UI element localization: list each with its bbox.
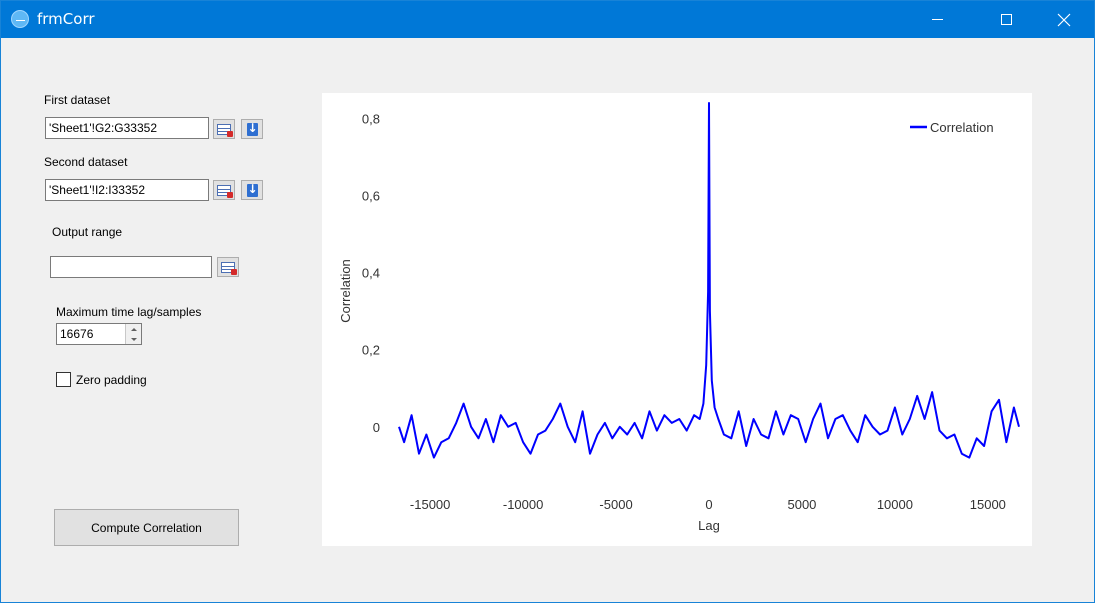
legend-label: Correlation xyxy=(930,120,994,135)
y-tick-label: 0,4 xyxy=(362,266,380,281)
title-bar[interactable]: frmCorr xyxy=(1,1,1094,38)
x-tick-label: -10000 xyxy=(503,497,543,512)
second-dataset-range-button[interactable] xyxy=(213,180,235,200)
second-dataset-label: Second dataset xyxy=(44,155,127,169)
max-lag-label: Maximum time lag/samples xyxy=(56,305,201,319)
y-tick-label: 0,2 xyxy=(362,343,380,358)
sheet-range-icon xyxy=(221,262,235,273)
zero-padding-checkbox[interactable] xyxy=(56,372,71,387)
sheet-range-icon xyxy=(217,124,231,135)
x-tick-label: 10000 xyxy=(877,497,913,512)
chart-svg: -15000 -10000 -5000 0 5000 10000 15000 0 0,2 0,4 0… xyxy=(322,93,1032,546)
output-range-button[interactable] xyxy=(217,257,239,277)
spin-up-icon[interactable] xyxy=(126,324,141,334)
x-tick-label: 5000 xyxy=(787,497,816,512)
window-title: frmCorr xyxy=(37,10,95,28)
arrow-down-icon xyxy=(247,123,258,136)
max-lag-spinner[interactable] xyxy=(125,324,141,344)
first-dataset-range-button[interactable] xyxy=(213,119,235,139)
x-tick-label: 0 xyxy=(705,497,712,512)
maximize-icon xyxy=(1001,14,1012,25)
minimize-button[interactable] xyxy=(914,1,960,38)
minimize-icon xyxy=(932,19,943,20)
zero-padding-label: Zero padding xyxy=(76,373,147,387)
x-tick-label: 15000 xyxy=(970,497,1006,512)
output-range-label: Output range xyxy=(52,225,122,239)
compute-correlation-button[interactable]: Compute Correlation xyxy=(54,509,239,546)
second-dataset-input[interactable]: 'Sheet1'!I2:I33352 xyxy=(45,179,209,201)
close-button[interactable] xyxy=(1041,1,1087,38)
maximize-button[interactable] xyxy=(983,1,1029,38)
first-dataset-down-button[interactable] xyxy=(241,119,263,139)
y-tick-label: 0 xyxy=(373,420,380,435)
app-icon xyxy=(11,10,29,28)
first-dataset-input[interactable]: 'Sheet1'!G2:G33352 xyxy=(45,117,209,139)
y-tick-label: 0,6 xyxy=(362,189,380,204)
x-tick-label: -5000 xyxy=(599,497,632,512)
x-axis-label: Lag xyxy=(698,518,720,533)
correlation-chart: -15000 -10000 -5000 0 5000 10000 15000 0 0,2 0,4 0… xyxy=(322,93,1032,546)
spin-down-icon[interactable] xyxy=(126,334,141,344)
sheet-range-icon xyxy=(217,185,231,196)
y-tick-label: 0,8 xyxy=(362,111,380,126)
y-axis-label: Correlation xyxy=(338,259,353,323)
correlation-series-line xyxy=(399,103,1019,458)
first-dataset-label: First dataset xyxy=(44,93,110,107)
x-tick-label: -15000 xyxy=(410,497,450,512)
second-dataset-down-button[interactable] xyxy=(241,180,263,200)
output-range-input[interactable] xyxy=(50,256,212,278)
close-icon xyxy=(1057,13,1071,27)
arrow-down-icon xyxy=(247,184,258,197)
